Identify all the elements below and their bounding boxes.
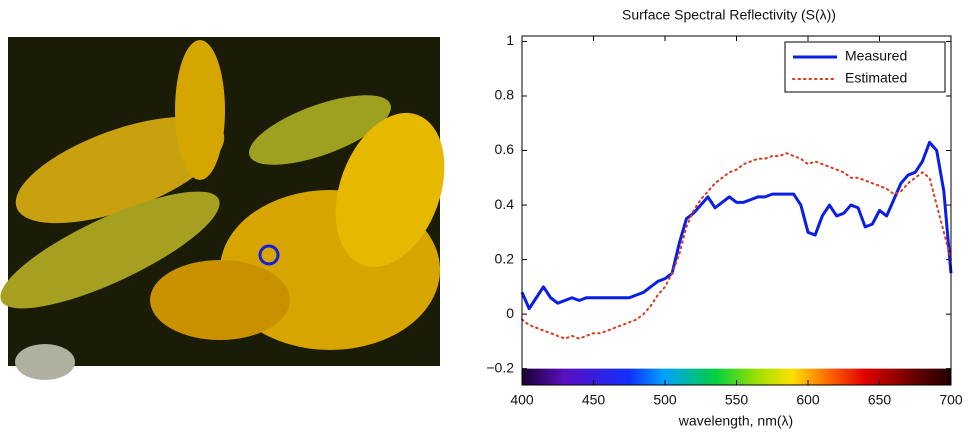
x-tick-label: 450 <box>582 392 606 408</box>
legend-label: Measured <box>845 48 907 64</box>
x-tick-label: 500 <box>653 392 677 408</box>
x-tick-label: 700 <box>939 392 963 408</box>
legend-label: Estimated <box>845 70 907 86</box>
series-line <box>520 140 953 311</box>
series-line <box>521 152 952 340</box>
spectrum-bar <box>522 368 951 385</box>
y-tick-label: 0.6 <box>495 141 515 157</box>
legend-box <box>784 41 946 93</box>
plot-frame <box>521 35 952 386</box>
y-tick-label: −0.2 <box>486 359 514 375</box>
chart-title: Surface Spectral Reflectivity (S(λ)) <box>622 7 836 23</box>
y-tick-label: 0.8 <box>495 87 515 103</box>
x-tick-label: 600 <box>796 392 820 408</box>
x-tick-label: 650 <box>868 392 892 408</box>
photo <box>0 37 445 380</box>
x-tick-label: 550 <box>725 392 749 408</box>
y-tick-label: 1 <box>506 32 514 48</box>
y-tick-label: 0.2 <box>495 250 515 266</box>
x-axis-label: wavelength, nm(λ) <box>678 413 793 429</box>
y-tick-label: 0.4 <box>495 196 515 212</box>
x-tick-label: 400 <box>510 392 534 408</box>
y-tick-label: 0 <box>506 305 514 321</box>
